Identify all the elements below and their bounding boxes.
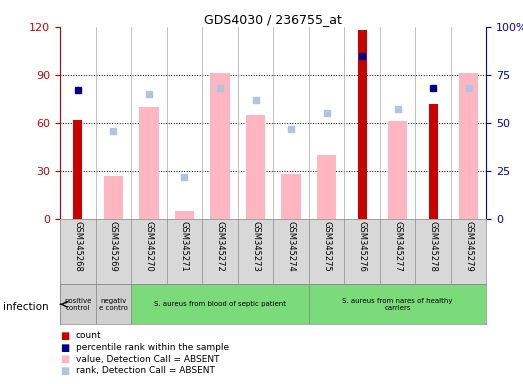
Bar [104,176,123,219]
Text: GSM345271: GSM345271 [180,222,189,272]
Text: rank, Detection Call = ABSENT: rank, Detection Call = ABSENT [76,366,215,375]
Text: infection: infection [3,302,48,312]
Text: positive
control: positive control [64,298,92,311]
Text: S. aureus from nares of healthy
carriers: S. aureus from nares of healthy carriers [343,298,453,311]
Text: GSM345278: GSM345278 [429,222,438,272]
Text: count: count [76,331,101,341]
Text: GSM345268: GSM345268 [73,222,83,272]
Bar [358,30,367,219]
Bar [73,120,82,219]
Bar [388,121,407,219]
Text: percentile rank within the sample: percentile rank within the sample [76,343,229,352]
Bar [309,284,486,324]
Bar [429,104,438,219]
Bar [246,115,265,219]
Bar [175,211,194,219]
Text: GSM345272: GSM345272 [215,222,224,272]
Text: GSM345274: GSM345274 [287,222,295,272]
Text: ■: ■ [60,366,70,376]
Bar [131,284,309,324]
Text: ■: ■ [60,343,70,353]
Bar [139,107,158,219]
Text: GSM345279: GSM345279 [464,222,473,272]
Text: GSM345269: GSM345269 [109,222,118,272]
Bar [60,284,96,324]
Text: GSM345273: GSM345273 [251,222,260,272]
Bar [96,284,131,324]
Bar [317,155,336,219]
Text: value, Detection Call = ABSENT: value, Detection Call = ABSENT [76,354,219,364]
Text: GSM345276: GSM345276 [358,222,367,272]
Bar [210,73,230,219]
Text: negativ
e contro: negativ e contro [99,298,128,311]
Text: ■: ■ [60,331,70,341]
Text: GSM345270: GSM345270 [144,222,153,272]
Bar [281,174,301,219]
Bar [459,73,479,219]
Text: GSM345277: GSM345277 [393,222,402,272]
Title: GDS4030 / 236755_at: GDS4030 / 236755_at [204,13,342,26]
Text: S. aureus from blood of septic patient: S. aureus from blood of septic patient [154,301,286,307]
Text: GSM345275: GSM345275 [322,222,331,272]
Text: ■: ■ [60,354,70,364]
